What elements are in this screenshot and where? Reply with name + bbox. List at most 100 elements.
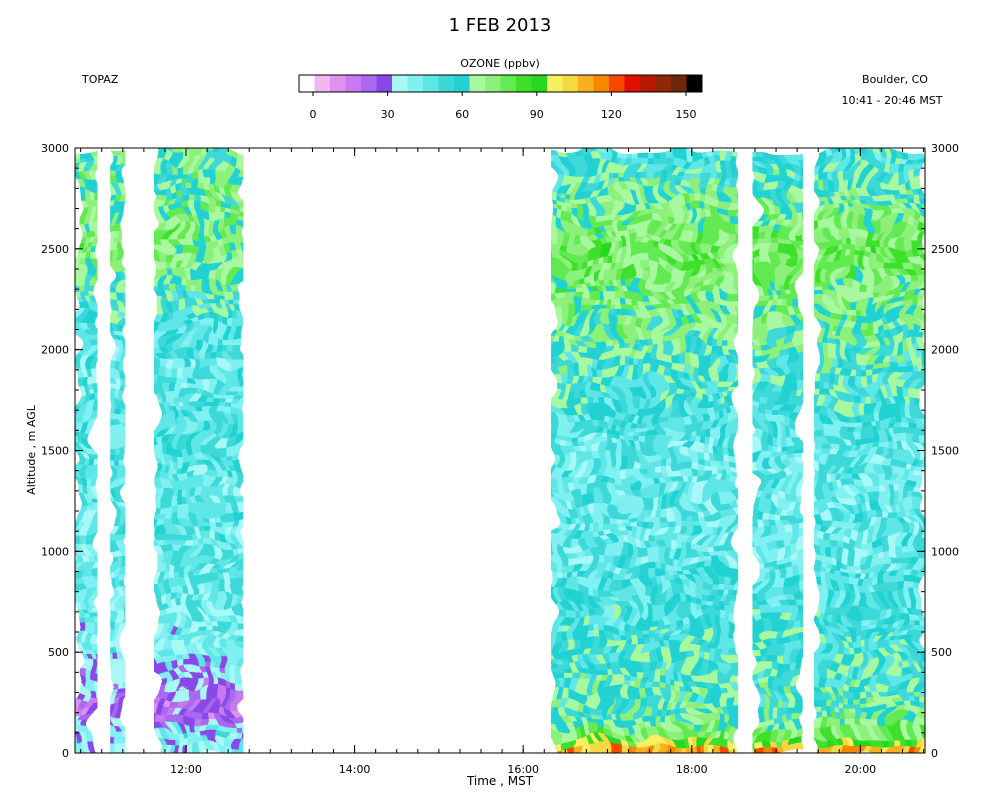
- heatmap-cell: [115, 352, 121, 361]
- heatmap-cell: [183, 745, 191, 753]
- heatmap-cell: [623, 556, 631, 565]
- heatmap-cell: [201, 526, 209, 535]
- heatmap-cell: [720, 639, 727, 648]
- heatmap-cell: [623, 579, 631, 588]
- heatmap-cell: [587, 367, 594, 376]
- heatmap-cell: [635, 442, 643, 452]
- heatmap-cell: [720, 488, 727, 497]
- heatmap-cell: [653, 412, 661, 421]
- heatmap-cell: [195, 473, 203, 482]
- heatmap-cell: [659, 579, 667, 588]
- heatmap-cell: [665, 488, 673, 497]
- heatmap-cell: [707, 405, 715, 414]
- heatmap-cell: [701, 246, 709, 255]
- heatmap-cell: [707, 632, 715, 641]
- heatmap-cell: [231, 669, 238, 678]
- heatmap-cell: [75, 238, 82, 247]
- heatmap-cell: [683, 344, 691, 353]
- heatmap-cell: [813, 276, 821, 285]
- heatmap-cell: [159, 639, 167, 648]
- heatmap-cell: [115, 495, 121, 505]
- heatmap-cell: [171, 352, 179, 361]
- heatmap-cell: [225, 427, 233, 436]
- heatmap-cell: [183, 526, 191, 535]
- heatmap-cell: [599, 737, 606, 747]
- heatmap-cell: [701, 450, 709, 459]
- heatmap-cell: [86, 193, 93, 202]
- heatmap-cell: [771, 692, 779, 701]
- heatmap-cell: [677, 715, 685, 724]
- heatmap-cell: [550, 390, 558, 399]
- heatmap-cell: [611, 231, 618, 240]
- heatmap-cell: [689, 435, 697, 444]
- heatmap-cell: [231, 163, 238, 172]
- heatmap-cell: [677, 473, 685, 482]
- heatmap-cell: [171, 533, 179, 542]
- heatmap-cell: [689, 382, 697, 391]
- heatmap-cell: [677, 503, 685, 512]
- heatmap-cell: [659, 624, 667, 633]
- heatmap-cell: [713, 495, 721, 505]
- heatmap-cell: [557, 616, 564, 626]
- heatmap-cell: [796, 669, 804, 678]
- heatmap-cell: [752, 594, 760, 603]
- heatmap-cell: [623, 269, 631, 278]
- heatmap-cell: [653, 405, 661, 414]
- heatmap-cell: [207, 374, 215, 384]
- heatmap-cell: [605, 684, 612, 694]
- heatmap-cell: [813, 382, 821, 391]
- heatmap-cell: [758, 586, 766, 595]
- heatmap-cell: [611, 662, 618, 671]
- heatmap-cell: [91, 488, 99, 497]
- heatmap-cell: [629, 715, 637, 724]
- heatmap-cell: [726, 344, 733, 353]
- heatmap-cell: [732, 458, 739, 467]
- heatmap-cell: [557, 352, 564, 361]
- heatmap-cell: [683, 170, 691, 179]
- heatmap-cell: [587, 488, 594, 497]
- heatmap-cell: [611, 541, 618, 550]
- heatmap-cell: [563, 662, 570, 671]
- heatmap-cell: [563, 563, 570, 573]
- heatmap-cell: [683, 284, 691, 293]
- heatmap-cell: [557, 662, 564, 671]
- heatmap-cell: [165, 329, 173, 338]
- heatmap-cell: [219, 261, 227, 270]
- heatmap-cell: [563, 533, 570, 542]
- heatmap-cell: [550, 397, 558, 406]
- heatmap-cell: [177, 155, 185, 164]
- heatmap-cell: [213, 730, 221, 739]
- heatmap-cell: [617, 321, 625, 331]
- heatmap-cell: [195, 261, 203, 270]
- heatmap-cell: [599, 616, 606, 626]
- heatmap-cell: [86, 677, 93, 686]
- heatmap-cell: [195, 329, 203, 338]
- heatmap-cell: [183, 639, 191, 648]
- heatmap-cell: [165, 253, 173, 263]
- heatmap-cell: [784, 586, 791, 595]
- heatmap-cell: [752, 420, 760, 429]
- heatmap-cell: [813, 594, 821, 603]
- heatmap-cell: [86, 299, 93, 308]
- heatmap-cell: [771, 450, 779, 459]
- heatmap-cell: [225, 374, 233, 384]
- heatmap-cell: [213, 276, 221, 285]
- heatmap-cell: [771, 571, 779, 580]
- heatmap-cell: [796, 344, 804, 353]
- heatmap-cell: [701, 178, 709, 187]
- heatmap-cell: [165, 541, 173, 550]
- heatmap-cell: [765, 730, 773, 739]
- heatmap-cell: [159, 223, 167, 232]
- heatmap-cell: [732, 579, 739, 588]
- heatmap-cell: [219, 170, 227, 179]
- heatmap-cell: [671, 216, 679, 225]
- heatmap-cell: [110, 533, 116, 542]
- heatmap-cell: [195, 405, 203, 414]
- heatmap-cell: [641, 707, 649, 716]
- heatmap-cell: [569, 420, 576, 429]
- heatmap-cell: [777, 730, 785, 739]
- heatmap-cell: [201, 178, 209, 187]
- heatmap-cell: [581, 344, 588, 353]
- heatmap-cell: [813, 329, 821, 338]
- heatmap-cell: [550, 321, 558, 331]
